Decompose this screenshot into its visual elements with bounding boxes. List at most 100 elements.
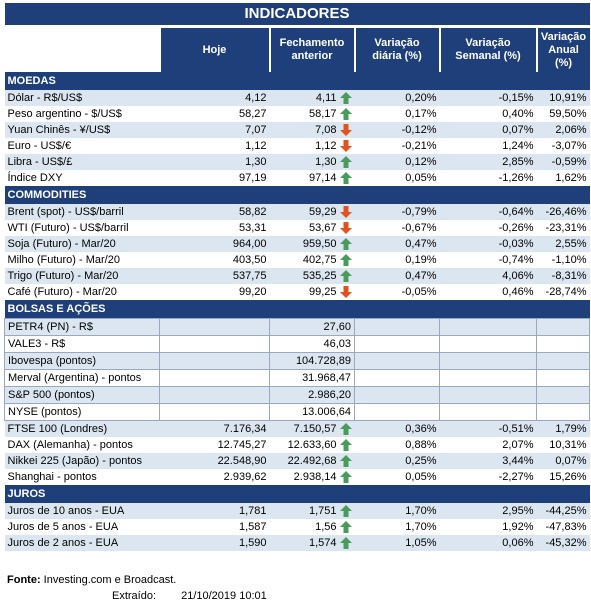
row-label: Índice DXY [7,172,63,184]
value-fechamento-text: 1,30 [315,156,337,168]
arrow-up-icon [339,156,352,169]
value-fechamento: 27,60 [269,318,355,336]
value-fechamento-text: 22.492,68 [287,455,337,467]
table-row: PETR4 (PN) - R$ 27,60 [4,318,591,336]
arrow-up-icon [339,108,352,121]
value-var-anual [535,318,591,336]
value-hoje [159,369,270,387]
value-hoje: 7.176,34 [159,420,270,437]
table-row: S&P 500 (pontos) 2.986,20 [4,386,591,404]
value-var-semanal: 0,06% [439,535,537,551]
table-row: Juros de 5 anos - EUA 1,587 1,56 1,70% 1,92%… [5,519,590,535]
header-hoje: Hoje [158,26,270,72]
arrow-up-icon [339,505,352,518]
header-var-anual: Variação Anual (%) [535,26,590,72]
footer-source: Fonte: Investing.com e Broadcast. [7,574,176,586]
row-label: Euro - US$/€ [7,140,72,152]
value-var-semanal [439,352,537,370]
value-var-anual: -44,25% [536,503,590,519]
value-fechamento-text: 959,50 [302,238,337,250]
table-row: Euro - US$/€ 1,12 1,12 -0,21% 1,24% -3,07% [5,138,590,154]
value-var-anual [535,386,591,404]
row-label: Juros de 2 anos - EUA [4,535,160,551]
arrow-down-icon [339,124,352,137]
value-hoje: 4,12 [159,90,270,106]
value-var-diaria: 0,20% [354,90,440,106]
row-label: S&P 500 (pontos) [4,386,160,404]
header-var-diaria: Variação diária (%) [353,26,440,72]
row-label: Libra - US$/£ [4,154,160,170]
table-row: DAX (Alemanha) - pontos 12.745,27 12.633,6… [5,437,590,453]
row-label: PETR4 (PN) - R$ [4,318,160,336]
value-var-diaria: -0,67% [401,222,437,234]
arrow-down-icon [339,286,352,299]
value-var-diaria: 0,47% [354,268,440,284]
value-var-semanal: -0,51% [439,420,537,437]
value-hoje: 12.745,27 [217,439,267,451]
value-var-diaria [354,403,440,421]
value-fechamento: 99,25 [270,284,355,300]
value-fechamento-text: 535,25 [302,270,337,282]
value-fechamento: 7.150,57 [269,420,355,437]
arrow-up-icon [339,423,352,436]
arrow-up-icon [339,521,352,534]
value-fechamento-text: 2.986,20 [308,389,351,401]
row-label: Peso argentino - $/US$ [7,108,122,120]
value-hoje: 1,12 [245,140,267,152]
value-var-semanal: -2,27% [498,471,534,483]
row-label: FTSE 100 (Londres) [4,420,160,437]
table-row: Ibovespa (pontos) 104.728,89 [4,352,591,370]
value-var-anual: 1,79% [536,420,590,437]
section-header-moedas: MOEDAS [4,72,590,90]
section-title: COMMODITIES [4,186,590,204]
table-title: INDICADORES [4,3,590,28]
value-var-semanal: 0,40% [502,108,534,120]
value-hoje [159,335,270,353]
value-var-diaria: 0,17% [405,108,437,120]
arrow-up-icon [339,270,352,283]
value-hoje [159,352,270,370]
value-var-diaria: -0,21% [401,140,437,152]
value-fechamento: 12.633,60 [270,437,355,453]
value-fechamento-text: 1,574 [308,537,337,549]
value-var-anual: -1,10% [551,254,587,266]
value-fechamento: 31.968,47 [269,369,355,387]
value-hoje: 53,31 [238,222,267,234]
value-var-anual: 1,62% [555,172,587,184]
value-var-diaria: -0,05% [401,286,437,298]
value-var-semanal [439,335,537,353]
value-var-semanal [439,403,537,421]
footer-extracted-label: Extraído: [112,590,157,602]
value-fechamento-text: 4,11 [315,92,337,104]
value-var-diaria [354,352,440,370]
section-header-commodities: COMMODITIES [4,186,590,204]
value-var-semanal: -0,15% [439,90,537,106]
header-blank [4,26,160,72]
row-label: WTI (Futuro) - US$/barril [7,222,129,234]
table-row: Milho (Futuro) - Mar/20 403,50 402,75 0,19%… [5,252,590,268]
value-hoje: 99,20 [238,286,267,298]
section-header-juros: JUROS [4,485,590,503]
value-var-semanal: -0,64% [439,204,537,220]
header-row: Hoje Fechamento anterior Variação diária… [4,26,590,72]
value-fechamento-text: 7.150,57 [293,423,337,435]
value-var-anual: -47,83% [545,521,587,533]
value-hoje: 97,19 [238,172,267,184]
value-fechamento-text: 12.633,60 [287,439,337,451]
value-hoje [159,318,270,336]
value-var-diaria [354,386,440,404]
row-label: Juros de 5 anos - EUA [7,521,119,533]
value-var-anual: 15,26% [549,471,587,483]
value-var-semanal: -0,74% [498,254,534,266]
table-row: Trigo (Futuro) - Mar/20 537,75 535,25 0,47%… [4,268,590,284]
value-var-anual: -0,59% [536,154,590,170]
value-fechamento-text: 31.968,47 [302,372,351,384]
value-var-semanal: -1,26% [498,172,534,184]
value-fechamento-text: 1,56 [315,521,337,533]
value-var-diaria: 0,25% [354,453,440,469]
value-fechamento: 7,08 [269,122,355,138]
value-var-anual: -26,46% [536,204,590,220]
value-var-anual: 0,07% [536,453,590,469]
value-fechamento: 1,574 [269,535,355,551]
row-label: Yuan Chinês - ¥/US$ [4,122,160,138]
